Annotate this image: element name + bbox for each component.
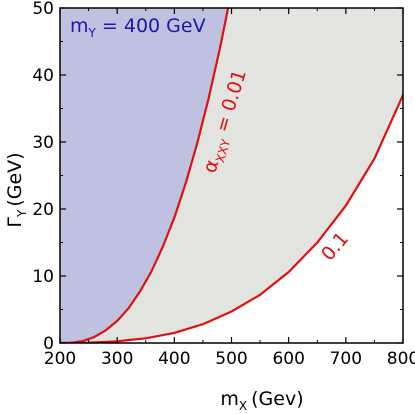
- mass-annotation: mY = 400 GeV: [70, 15, 206, 40]
- x-axis-ticks: 200 300 400 500 600 700 800: [44, 8, 415, 369]
- y-axis-label: ΓY(GeV): [4, 152, 29, 227]
- curve-alpha-0.01: [60, 8, 230, 343]
- y-tick-label-40: 40: [32, 66, 54, 86]
- x-tick-label-800: 800: [387, 349, 415, 369]
- y-tick-label-0: 0: [43, 334, 54, 354]
- x-tick-label-700: 700: [330, 349, 362, 369]
- x-axis-label: mX (Gev): [220, 388, 303, 413]
- x-tick-label-500: 500: [215, 349, 247, 369]
- x-tick-label-600: 600: [272, 349, 304, 369]
- y-tick-label-50: 50: [32, 0, 54, 19]
- y-tick-label-30: 30: [32, 133, 54, 153]
- y-tick-label-10: 10: [32, 267, 54, 287]
- x-tick-label-200: 200: [44, 349, 76, 369]
- shaded-regions: [60, 8, 403, 343]
- region-blue: [60, 8, 229, 343]
- x-tick-label-300: 300: [101, 349, 133, 369]
- y-tick-label-20: 20: [32, 200, 54, 220]
- region-gray: [60, 8, 403, 343]
- x-tick-label-400: 400: [158, 349, 190, 369]
- y-axis-ticks: 0 10 20 30 40 50: [32, 0, 403, 354]
